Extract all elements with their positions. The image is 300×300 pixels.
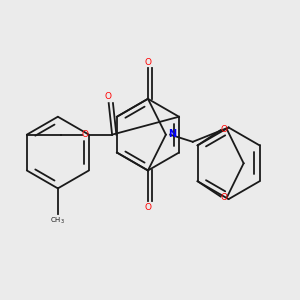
Text: O: O — [104, 92, 111, 101]
Text: CH$_3$: CH$_3$ — [50, 216, 65, 226]
Text: O: O — [82, 130, 89, 139]
Text: O: O — [144, 58, 152, 67]
Text: N: N — [168, 129, 176, 139]
Text: O: O — [220, 193, 227, 202]
Text: O: O — [220, 125, 227, 134]
Text: O: O — [144, 202, 152, 211]
